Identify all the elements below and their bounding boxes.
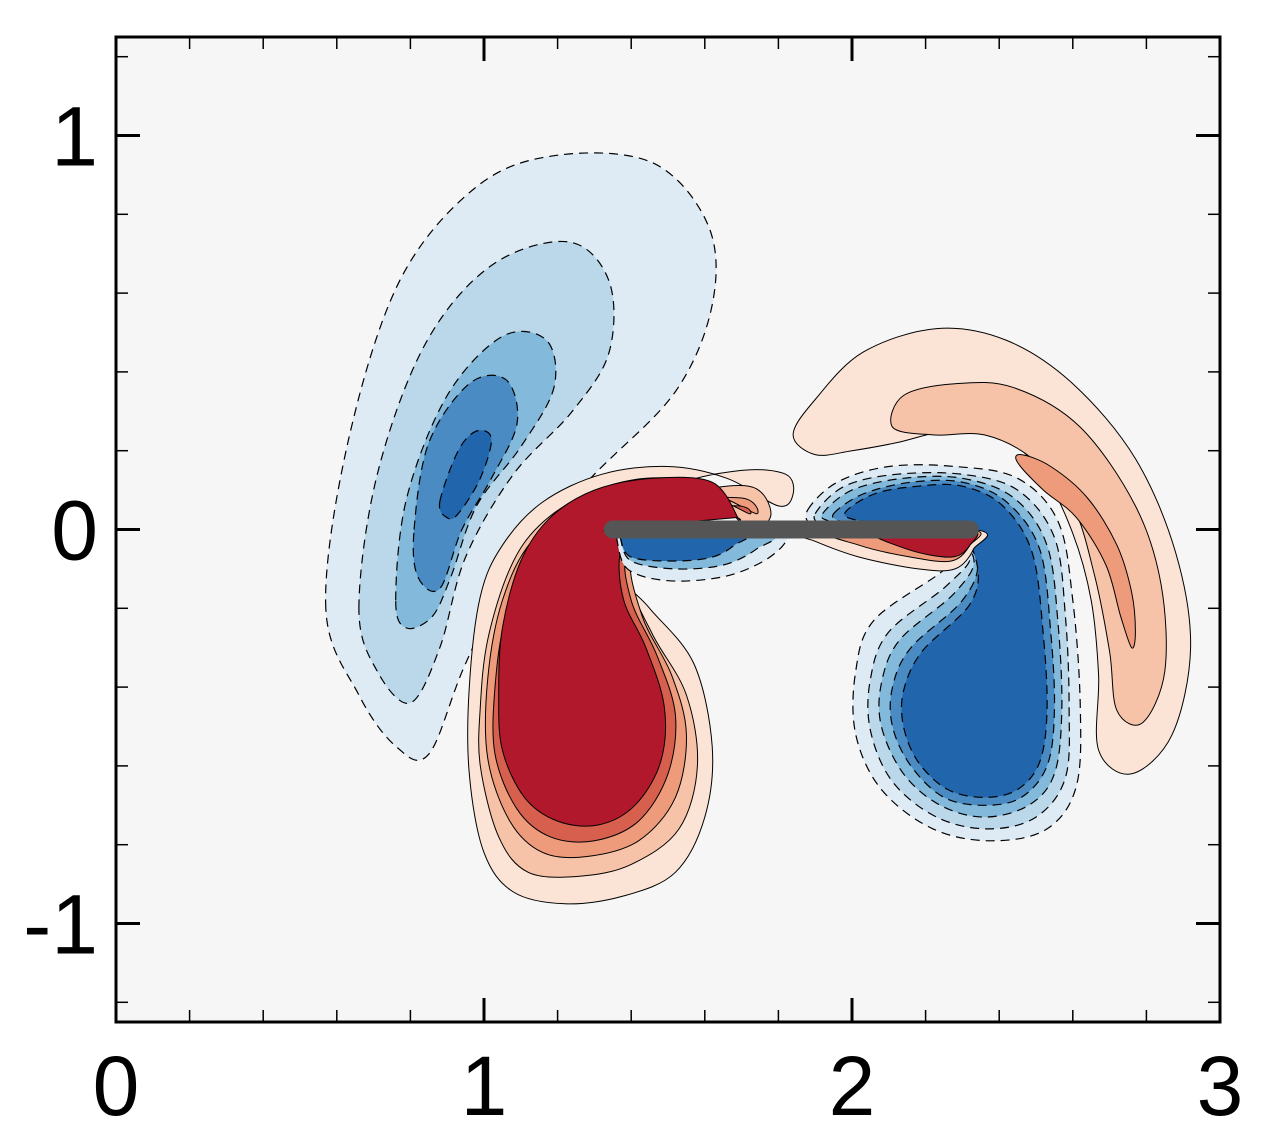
upper-left-negative-vortex-level-5	[438, 429, 493, 520]
y-tick-label: 0	[51, 484, 98, 578]
x-tick-label: 3	[1197, 1039, 1244, 1133]
y-tick-label: -1	[23, 878, 98, 972]
right-outer-positive-arc	[792, 327, 1192, 775]
axis-ticks	[114, 37, 1222, 1022]
x-tick-label: 1	[461, 1039, 508, 1133]
right-outer-positive-arc-level-2	[890, 381, 1167, 726]
x-axis-tick-labels: 0 1 2 3	[93, 1039, 1244, 1133]
left-positive-vortex	[467, 465, 795, 905]
right-outer-positive-arc-level-3	[1015, 454, 1136, 649]
y-tick-label: 1	[51, 90, 98, 184]
y-axis-tick-labels: -1 0 1	[23, 90, 98, 972]
left-underside-negative-level-5	[610, 531, 750, 562]
left-underside-negative	[603, 527, 795, 582]
upper-left-negative-vortex	[324, 152, 717, 761]
x-tick-label: 0	[93, 1039, 140, 1133]
x-tick-label: 2	[829, 1039, 876, 1133]
